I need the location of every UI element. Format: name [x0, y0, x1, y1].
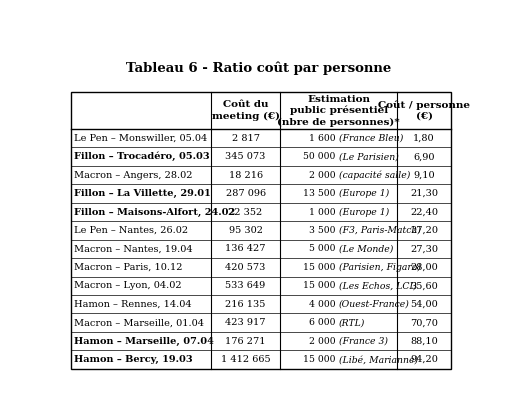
- Text: 6,90: 6,90: [413, 152, 435, 161]
- Text: 216 135: 216 135: [225, 300, 266, 309]
- Text: 22 352: 22 352: [228, 207, 263, 217]
- Text: 4 000: 4 000: [309, 300, 338, 309]
- Text: 21,30: 21,30: [410, 189, 438, 198]
- Text: 420 573: 420 573: [225, 263, 266, 272]
- Text: 15 000: 15 000: [303, 355, 338, 364]
- Text: 88,10: 88,10: [410, 336, 438, 346]
- Text: 2 000: 2 000: [309, 171, 338, 180]
- Text: 27,20: 27,20: [410, 226, 438, 235]
- Text: 1 000: 1 000: [309, 207, 338, 217]
- Text: 15 000: 15 000: [303, 263, 338, 272]
- Text: Coût du
meeting (€): Coût du meeting (€): [212, 100, 280, 121]
- Text: 423 917: 423 917: [225, 318, 266, 327]
- Text: Macron – Angers, 28.02: Macron – Angers, 28.02: [74, 171, 192, 180]
- Text: (Europe 1): (Europe 1): [338, 207, 389, 217]
- Text: 18 216: 18 216: [229, 171, 263, 180]
- Text: 70,70: 70,70: [410, 318, 438, 327]
- Text: 27,30: 27,30: [410, 245, 438, 253]
- Text: 533 649: 533 649: [225, 281, 266, 290]
- Text: (capacité salle): (capacité salle): [338, 171, 410, 180]
- Text: 1,80: 1,80: [413, 134, 435, 143]
- Text: Le Pen – Monswiller, 05.04: Le Pen – Monswiller, 05.04: [74, 134, 207, 143]
- Text: Tableau 6 - Ratio coût par personne: Tableau 6 - Ratio coût par personne: [126, 61, 391, 75]
- Text: 35,60: 35,60: [410, 281, 438, 290]
- Text: 22,40: 22,40: [410, 207, 438, 217]
- Text: Fillon – Trocadéro, 05.03: Fillon – Trocadéro, 05.03: [74, 152, 209, 161]
- Text: 287 096: 287 096: [226, 189, 266, 198]
- Text: Le Pen – Nantes, 26.02: Le Pen – Nantes, 26.02: [74, 226, 188, 235]
- Text: 28,00: 28,00: [410, 263, 438, 272]
- Text: 2 817: 2 817: [232, 134, 260, 143]
- Text: Coût / personne
(€): Coût / personne (€): [378, 100, 470, 121]
- Text: (Parisien, Figaro): (Parisien, Figaro): [338, 263, 421, 272]
- Text: 136 427: 136 427: [225, 245, 266, 253]
- Text: 6 000: 6 000: [309, 318, 338, 327]
- Text: 1 412 665: 1 412 665: [221, 355, 270, 364]
- Text: (Ouest-France): (Ouest-France): [338, 300, 410, 309]
- Text: (Libé, Marianne): (Libé, Marianne): [338, 355, 418, 364]
- Text: Hamon – Marseille, 07.04: Hamon – Marseille, 07.04: [74, 336, 214, 346]
- Text: 345 073: 345 073: [225, 152, 266, 161]
- Text: (RTL): (RTL): [338, 318, 365, 327]
- Text: Estimation
public présentiel
(nbre de personnes)*: Estimation public présentiel (nbre de pe…: [277, 94, 400, 127]
- Text: (Les Echos, LCI): (Les Echos, LCI): [338, 281, 416, 290]
- Text: (France 3): (France 3): [338, 336, 388, 346]
- Text: 9,10: 9,10: [413, 171, 435, 180]
- Text: (Europe 1): (Europe 1): [338, 189, 389, 198]
- Text: (Le Parisien): (Le Parisien): [338, 152, 398, 161]
- Bar: [71, 92, 450, 369]
- Text: 95 302: 95 302: [229, 226, 263, 235]
- Text: (Le Monde): (Le Monde): [338, 245, 393, 253]
- Text: Macron – Lyon, 04.02: Macron – Lyon, 04.02: [74, 281, 181, 290]
- Text: Hamon – Bercy, 19.03: Hamon – Bercy, 19.03: [74, 355, 192, 364]
- Text: Macron – Paris, 10.12: Macron – Paris, 10.12: [74, 263, 182, 272]
- Text: Macron – Marseille, 01.04: Macron – Marseille, 01.04: [74, 318, 204, 327]
- Text: Fillon – La Villette, 29.01: Fillon – La Villette, 29.01: [74, 189, 211, 198]
- Text: 2 000: 2 000: [309, 336, 338, 346]
- Text: 13 500: 13 500: [303, 189, 338, 198]
- Text: (F3, Paris-Match): (F3, Paris-Match): [338, 226, 421, 235]
- Text: Fillon – Maisons-Alfort, 24.02: Fillon – Maisons-Alfort, 24.02: [74, 207, 235, 217]
- Text: 50 000: 50 000: [303, 152, 338, 161]
- Text: 54,00: 54,00: [410, 300, 438, 309]
- Text: Macron – Nantes, 19.04: Macron – Nantes, 19.04: [74, 245, 192, 253]
- Text: 15 000: 15 000: [303, 281, 338, 290]
- Text: 5 000: 5 000: [309, 245, 338, 253]
- Text: 94,20: 94,20: [410, 355, 438, 364]
- Text: 1 600: 1 600: [309, 134, 338, 143]
- Text: 176 271: 176 271: [225, 336, 266, 346]
- Text: (France Bleu): (France Bleu): [338, 134, 403, 143]
- Text: Hamon – Rennes, 14.04: Hamon – Rennes, 14.04: [74, 300, 191, 309]
- Text: 3 500: 3 500: [309, 226, 338, 235]
